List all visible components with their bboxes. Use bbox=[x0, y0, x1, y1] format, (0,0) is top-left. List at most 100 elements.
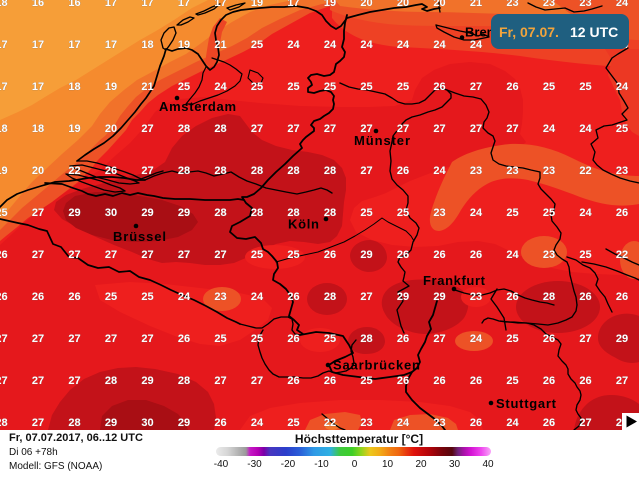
svg-text:18: 18 bbox=[68, 81, 80, 93]
svg-text:25: 25 bbox=[360, 375, 372, 387]
svg-text:27: 27 bbox=[32, 417, 44, 429]
svg-text:27: 27 bbox=[324, 123, 336, 135]
svg-text:28: 28 bbox=[543, 291, 555, 303]
svg-text:24: 24 bbox=[251, 291, 264, 303]
svg-text:29: 29 bbox=[616, 333, 628, 345]
svg-text:24: 24 bbox=[324, 39, 337, 51]
svg-text:27: 27 bbox=[32, 207, 44, 219]
svg-text:24: 24 bbox=[506, 249, 519, 261]
svg-text:26: 26 bbox=[543, 417, 555, 429]
svg-text:26: 26 bbox=[0, 291, 8, 303]
svg-text:0: 0 bbox=[352, 459, 358, 470]
svg-text:29: 29 bbox=[68, 207, 80, 219]
svg-text:17: 17 bbox=[0, 81, 8, 93]
svg-text:21: 21 bbox=[470, 0, 482, 9]
svg-text:24: 24 bbox=[214, 81, 227, 93]
svg-text:27: 27 bbox=[0, 333, 8, 345]
svg-text:27: 27 bbox=[68, 333, 80, 345]
svg-text:19: 19 bbox=[105, 81, 117, 93]
svg-text:25: 25 bbox=[251, 81, 263, 93]
svg-text:26: 26 bbox=[433, 375, 445, 387]
svg-text:25: 25 bbox=[214, 333, 226, 345]
svg-text:27: 27 bbox=[616, 375, 628, 387]
svg-text:25: 25 bbox=[360, 207, 372, 219]
svg-text:25: 25 bbox=[0, 207, 8, 219]
svg-text:23: 23 bbox=[579, 0, 591, 9]
svg-text:27: 27 bbox=[32, 249, 44, 261]
svg-text:26: 26 bbox=[470, 249, 482, 261]
svg-text:29: 29 bbox=[141, 207, 153, 219]
svg-text:26: 26 bbox=[68, 291, 80, 303]
svg-text:25: 25 bbox=[141, 291, 153, 303]
svg-text:40: 40 bbox=[482, 459, 494, 470]
svg-text:24: 24 bbox=[178, 291, 191, 303]
svg-text:27: 27 bbox=[214, 249, 226, 261]
svg-text:18: 18 bbox=[0, 0, 8, 9]
svg-text:28: 28 bbox=[178, 123, 190, 135]
svg-text:Modell: GFS (NOAA): Modell: GFS (NOAA) bbox=[9, 461, 102, 472]
svg-text:24: 24 bbox=[360, 39, 373, 51]
svg-text:28: 28 bbox=[251, 207, 263, 219]
svg-text:16: 16 bbox=[68, 0, 80, 9]
svg-text:26: 26 bbox=[287, 375, 299, 387]
svg-text:25: 25 bbox=[251, 333, 263, 345]
svg-text:19: 19 bbox=[251, 0, 263, 9]
svg-text:27: 27 bbox=[433, 123, 445, 135]
svg-text:18: 18 bbox=[141, 39, 153, 51]
svg-text:26: 26 bbox=[470, 417, 482, 429]
svg-text:24: 24 bbox=[579, 207, 592, 219]
svg-text:26: 26 bbox=[433, 249, 445, 261]
svg-text:28: 28 bbox=[68, 417, 80, 429]
svg-text:28: 28 bbox=[214, 123, 226, 135]
svg-text:22: 22 bbox=[579, 165, 591, 177]
svg-text:27: 27 bbox=[397, 123, 409, 135]
svg-text:17: 17 bbox=[0, 39, 8, 51]
svg-text:26: 26 bbox=[324, 375, 336, 387]
svg-text:20: 20 bbox=[397, 0, 409, 9]
svg-text:25: 25 bbox=[324, 81, 336, 93]
svg-text:20: 20 bbox=[360, 0, 372, 9]
svg-text:25: 25 bbox=[397, 207, 409, 219]
svg-text:Frankfurt: Frankfurt bbox=[423, 273, 486, 288]
svg-text:23: 23 bbox=[433, 417, 445, 429]
svg-text:20: 20 bbox=[433, 0, 445, 9]
svg-text:25: 25 bbox=[616, 123, 628, 135]
svg-text:28: 28 bbox=[287, 165, 299, 177]
svg-text:28: 28 bbox=[287, 207, 299, 219]
svg-text:-10: -10 bbox=[314, 459, 329, 470]
svg-text:25: 25 bbox=[287, 81, 299, 93]
svg-text:30: 30 bbox=[105, 207, 117, 219]
svg-text:25: 25 bbox=[287, 417, 299, 429]
svg-text:24: 24 bbox=[470, 39, 483, 51]
svg-text:22: 22 bbox=[324, 417, 336, 429]
svg-text:23: 23 bbox=[543, 0, 555, 9]
svg-text:24: 24 bbox=[287, 39, 300, 51]
svg-text:26: 26 bbox=[543, 375, 555, 387]
svg-text:24: 24 bbox=[251, 417, 264, 429]
svg-text:20: 20 bbox=[415, 459, 427, 470]
svg-text:27: 27 bbox=[251, 375, 263, 387]
svg-text:26: 26 bbox=[324, 249, 336, 261]
svg-text:28: 28 bbox=[324, 291, 336, 303]
svg-text:28: 28 bbox=[105, 375, 117, 387]
svg-text:26: 26 bbox=[579, 291, 591, 303]
svg-text:Amsterdam: Amsterdam bbox=[159, 99, 236, 114]
svg-text:25: 25 bbox=[506, 333, 518, 345]
svg-text:23: 23 bbox=[506, 165, 518, 177]
svg-text:29: 29 bbox=[178, 207, 190, 219]
svg-text:25: 25 bbox=[506, 375, 518, 387]
svg-text:25: 25 bbox=[105, 291, 117, 303]
svg-text:24: 24 bbox=[616, 0, 629, 9]
svg-text:23: 23 bbox=[470, 291, 482, 303]
svg-text:24: 24 bbox=[543, 123, 556, 135]
svg-text:28: 28 bbox=[214, 165, 226, 177]
svg-text:29: 29 bbox=[178, 417, 190, 429]
svg-text:23: 23 bbox=[543, 249, 555, 261]
svg-text:26: 26 bbox=[397, 375, 409, 387]
svg-text:27: 27 bbox=[32, 333, 44, 345]
svg-text:27: 27 bbox=[32, 375, 44, 387]
svg-text:26: 26 bbox=[32, 291, 44, 303]
svg-text:19: 19 bbox=[178, 39, 190, 51]
svg-text:20: 20 bbox=[32, 165, 44, 177]
svg-text:27: 27 bbox=[68, 375, 80, 387]
